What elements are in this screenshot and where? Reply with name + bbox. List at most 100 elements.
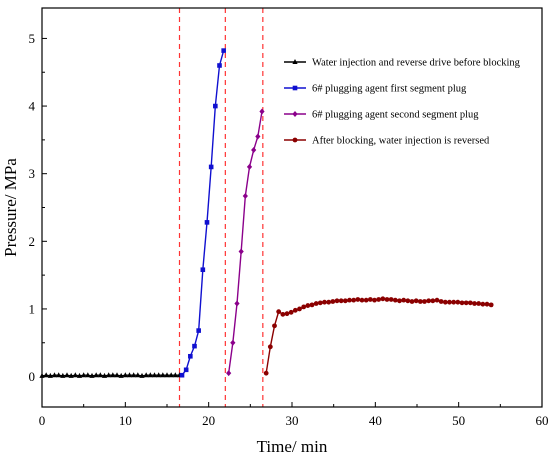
series-1-point xyxy=(68,372,74,378)
series-4-point xyxy=(347,297,352,303)
series-4-point xyxy=(401,297,407,303)
series-1-point xyxy=(143,372,149,378)
series-4-point xyxy=(480,301,486,307)
series-1-point xyxy=(131,372,137,378)
series-4-point xyxy=(326,299,332,305)
x-tick-label: 30 xyxy=(286,413,299,428)
series-4-point xyxy=(330,299,336,304)
y-tick-label: 5 xyxy=(29,31,36,46)
series-4-point xyxy=(467,300,473,306)
series-1-point xyxy=(72,372,78,378)
series-4-point xyxy=(359,297,365,303)
x-tick-label: 40 xyxy=(369,413,382,428)
series-4-point xyxy=(263,370,269,376)
series-4-point xyxy=(434,297,440,303)
series-group xyxy=(39,48,494,378)
series-1-point xyxy=(110,372,116,378)
series-1-point xyxy=(101,372,108,378)
series-1-point xyxy=(172,372,178,378)
legend-marker xyxy=(292,111,298,117)
series-3-point xyxy=(259,108,265,115)
series-1 xyxy=(39,372,183,378)
series-4-point xyxy=(459,300,465,306)
series-4-point xyxy=(355,297,361,302)
axes: 0 10 20 30 40 50 60 0 1 2 3 4 5 xyxy=(29,7,549,428)
legend-label: After blocking, water injection is rever… xyxy=(312,136,490,147)
series-2-point xyxy=(217,63,222,68)
series-4-point xyxy=(442,299,448,305)
series-4-point xyxy=(417,299,423,304)
series-2-point xyxy=(200,267,206,273)
series-1-point xyxy=(135,372,141,378)
x-tick-label: 0 xyxy=(39,413,46,428)
series-1-point xyxy=(106,372,112,378)
x-tick-label: 20 xyxy=(202,413,215,428)
y-tick-label: 4 xyxy=(29,99,36,114)
series-4 xyxy=(263,296,494,376)
series-4-point xyxy=(447,299,452,305)
series-1-point xyxy=(139,372,145,378)
series-4-point xyxy=(351,297,357,303)
series-4-point xyxy=(409,299,415,304)
series-1-point xyxy=(147,372,153,378)
y-tick-label: 3 xyxy=(29,166,36,181)
series-1-point xyxy=(43,372,49,378)
series-4-point xyxy=(422,299,427,304)
series-1-point xyxy=(76,372,83,378)
series-4-point xyxy=(276,309,282,315)
series-4-point xyxy=(392,297,398,303)
series-2-point xyxy=(213,103,218,109)
series-2-line xyxy=(181,50,225,376)
series-3-line xyxy=(227,111,263,374)
series-4-point xyxy=(488,302,494,308)
series-4-point xyxy=(438,299,444,304)
series-4-point xyxy=(322,299,327,305)
series-2 xyxy=(179,48,226,378)
series-3-point xyxy=(246,163,253,170)
series-2-point xyxy=(196,328,201,333)
series-1-point xyxy=(89,372,95,378)
legend-item-1: Water injection and reverse drive before… xyxy=(284,58,521,69)
series-4-point xyxy=(313,301,319,306)
series-4-point xyxy=(380,296,386,302)
series-4-point xyxy=(367,297,373,302)
series-4-point xyxy=(472,301,477,306)
series-1-point xyxy=(51,372,58,378)
x-axis-title: Time/ min xyxy=(257,437,328,456)
series-1-point xyxy=(97,372,103,378)
series-3-point xyxy=(255,133,261,140)
series-1-point xyxy=(56,372,62,378)
series-4-point xyxy=(363,297,369,303)
legend-item-3: 6# plugging agent second segment plug xyxy=(284,110,479,121)
legend-item-2: 6# plugging agent first segment plug xyxy=(284,84,467,95)
series-4-point xyxy=(267,344,273,350)
series-1-point xyxy=(81,372,87,378)
series-3-point xyxy=(251,147,257,154)
series-1-point xyxy=(160,372,166,378)
series-4-point xyxy=(297,306,302,312)
series-4-point xyxy=(338,298,344,304)
series-4-point xyxy=(284,311,290,317)
series-4-point xyxy=(292,307,298,313)
series-4-point xyxy=(476,301,482,306)
series-4-point xyxy=(426,298,432,304)
series-3-point xyxy=(226,370,232,377)
series-2-point xyxy=(208,164,214,170)
series-1-point xyxy=(93,372,99,378)
series-2-point xyxy=(204,220,210,225)
x-tick-label: 50 xyxy=(452,413,465,428)
series-4-point xyxy=(430,298,436,304)
series-3-point xyxy=(230,339,236,346)
series-4-point xyxy=(309,302,315,308)
series-4-point xyxy=(388,297,394,302)
series-4-point xyxy=(272,323,277,329)
series-1-point xyxy=(114,372,120,378)
legend-label: Water injection and reverse drive before… xyxy=(312,58,521,69)
legend-marker xyxy=(292,59,298,64)
series-4-point xyxy=(372,297,377,303)
series-2-point xyxy=(183,367,189,373)
series-1-point xyxy=(126,372,133,378)
series-1-point xyxy=(164,372,170,378)
series-1-line xyxy=(41,374,180,377)
